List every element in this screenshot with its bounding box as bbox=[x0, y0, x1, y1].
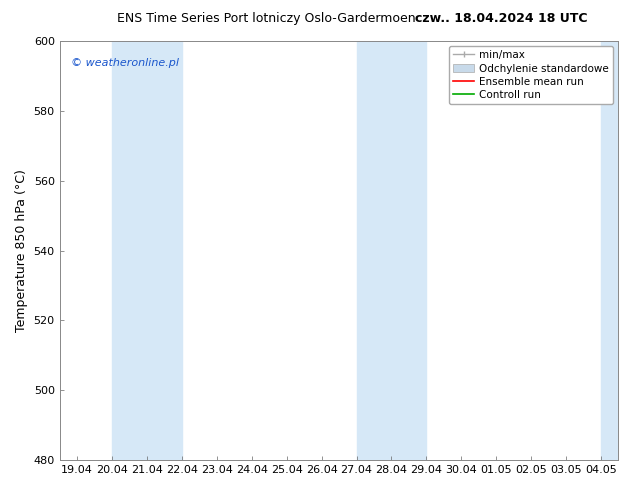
Bar bbox=[356, 41, 427, 460]
Text: ENS Time Series Port lotniczy Oslo-Gardermoen: ENS Time Series Port lotniczy Oslo-Garde… bbox=[117, 12, 416, 25]
Text: czw.. 18.04.2024 18 UTC: czw.. 18.04.2024 18 UTC bbox=[415, 12, 587, 25]
Bar bbox=[601, 41, 634, 460]
Bar bbox=[112, 41, 182, 460]
Text: © weatheronline.pl: © weatheronline.pl bbox=[71, 58, 179, 68]
Y-axis label: Temperature 850 hPa (°C): Temperature 850 hPa (°C) bbox=[15, 169, 28, 332]
Legend: min/max, Odchylenie standardowe, Ensemble mean run, Controll run: min/max, Odchylenie standardowe, Ensembl… bbox=[449, 46, 613, 104]
